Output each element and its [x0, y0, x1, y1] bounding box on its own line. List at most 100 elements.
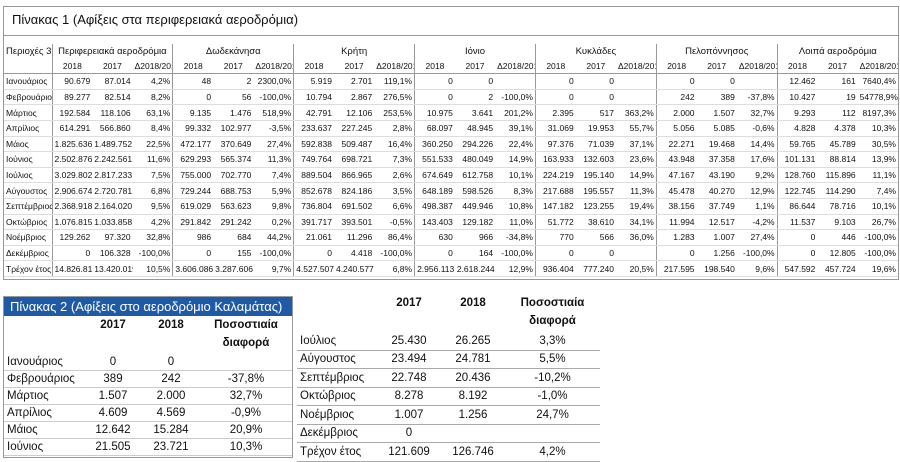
cell: 684: [213, 229, 254, 246]
row-label: Δεκέμβριος: [297, 424, 377, 443]
cell: -100,0%: [253, 89, 294, 106]
cell: -100,0%: [374, 245, 415, 262]
cell: 2,6%: [374, 167, 415, 184]
column-header: 2018: [460, 297, 486, 309]
cell: 0: [414, 73, 455, 90]
row-label: Τρέχον έτος: [297, 442, 377, 462]
cell: 25.430: [377, 332, 441, 351]
row-label: Ιούνιος: [4, 438, 84, 456]
cell: 4.378: [817, 120, 858, 137]
cell: 852.678: [293, 182, 334, 199]
cell: 4,2%: [132, 73, 173, 90]
sub-header: 2018: [51, 58, 93, 75]
cell: 4.828: [776, 120, 818, 137]
corner-cell: Περιοχές 3: [6, 45, 52, 57]
cell: 12.106: [333, 104, 375, 121]
cell: 233.637: [293, 120, 334, 137]
cell: 0: [414, 245, 455, 262]
cell: 22,4%: [495, 136, 536, 153]
cell: 63,1%: [132, 104, 173, 121]
cell: 45.478: [655, 182, 697, 199]
cell: 9.103: [817, 214, 858, 231]
cell: 363,2%: [615, 104, 657, 121]
cell: 224.219: [534, 167, 576, 184]
cell: 54778,9%: [857, 89, 898, 106]
cell: 2.000: [142, 387, 200, 405]
row-label: Σεπτέμβριος: [4, 198, 52, 215]
cell: 986: [172, 229, 214, 246]
cell: 2.368.918: [51, 198, 93, 215]
cell: 21.061: [293, 229, 334, 246]
cell: 0: [534, 73, 576, 90]
cell: 47.167: [655, 167, 697, 184]
cell: 1.476: [213, 104, 254, 121]
cell: 37.358: [696, 151, 737, 168]
cell: 19,4%: [615, 198, 657, 215]
cell: 2.956.113: [414, 260, 455, 277]
row-label: Οκτώβριος: [4, 214, 52, 231]
column-header: 2018: [158, 319, 184, 331]
cell: 38.610: [575, 214, 616, 231]
cell: 112: [817, 104, 858, 121]
table-row: Οκτώβριος 1.076.815 1.033.858 4,2% 291.842 29…: [4, 214, 898, 231]
cell: -100,0%: [495, 245, 536, 262]
row-label: Σεπτέμβριος: [297, 368, 377, 388]
cell: 20.436: [441, 368, 505, 388]
cell: 2300,0%: [253, 73, 294, 90]
cell: 9.135: [172, 104, 214, 121]
cell: 8,2%: [132, 89, 173, 106]
cell: 598.526: [454, 182, 496, 199]
cell: -0,9%: [200, 404, 292, 422]
cell: 10,5%: [132, 260, 173, 277]
table-row: Ιούλιος 25.430 26.265 3,3%: [297, 332, 600, 351]
cell: 88.814: [817, 151, 858, 168]
cell: 132.603: [575, 151, 616, 168]
cell: -100,0%: [736, 245, 778, 262]
row-label: Αύγουστος: [4, 182, 52, 199]
cell: 3,3%: [505, 332, 600, 351]
cell: 936.404: [534, 260, 576, 277]
cell: 7,4%: [857, 182, 898, 199]
cell: 755.000: [172, 167, 214, 184]
cell: -0,5%: [374, 214, 415, 231]
cell: 0: [575, 73, 616, 90]
cell: [615, 245, 657, 262]
cell: 391.717: [293, 214, 334, 231]
row-label: Δεκέμβριος: [4, 245, 52, 262]
cell: 2.817.233: [92, 167, 133, 184]
table-row: Ιανουάριος 0 0: [4, 354, 292, 371]
cell: 48.945: [454, 120, 496, 137]
cell: 45.789: [817, 136, 858, 153]
cell: 242: [655, 89, 697, 106]
cell: 14.826.814: [51, 260, 93, 277]
cell: 1.507: [696, 104, 737, 121]
group-header: Κυκλάδες: [534, 44, 657, 59]
cell: 9,6%: [736, 260, 778, 277]
cell: 24.781: [441, 350, 505, 369]
sub-header: 2017: [454, 58, 496, 75]
cell: 90.679: [51, 73, 93, 90]
row-label: Μάρτιος: [4, 387, 84, 405]
table-row: Νοέμβριος 129.262 97.320 32,8% 986 684 44,2% 21…: [4, 229, 898, 246]
header-row: 2017 2018 Ποσοστιαία διαφορά: [4, 316, 292, 354]
cell: 23.721: [142, 438, 200, 456]
cell: 129.262: [51, 229, 93, 246]
cell: 1.825.636: [51, 136, 93, 153]
sub-header: Δ2018/2017: [736, 58, 778, 75]
cell: 55,7%: [615, 120, 657, 137]
cell: 3,5%: [374, 182, 415, 199]
sub-header-row: 20182017Δ2018/201720182017Δ2018/20172018…: [4, 58, 898, 75]
row-label: Ιανουάριος: [4, 73, 52, 90]
cell: 12,9%: [495, 260, 536, 277]
sub-header: 2018: [172, 58, 214, 75]
cell: 3.641: [454, 104, 496, 121]
cell: 688.753: [213, 182, 254, 199]
cell: 14,9%: [495, 151, 536, 168]
cell: 0: [534, 89, 576, 106]
cell: 27,4%: [253, 136, 294, 153]
sub-header: 2017: [696, 58, 737, 75]
cell: 161: [817, 73, 858, 90]
table-1: Πίνακας 1 (Αφίξεις στα περιφερειακά αερο…: [3, 6, 899, 280]
cell: 291.242: [213, 214, 254, 231]
cell: 48: [172, 73, 214, 90]
